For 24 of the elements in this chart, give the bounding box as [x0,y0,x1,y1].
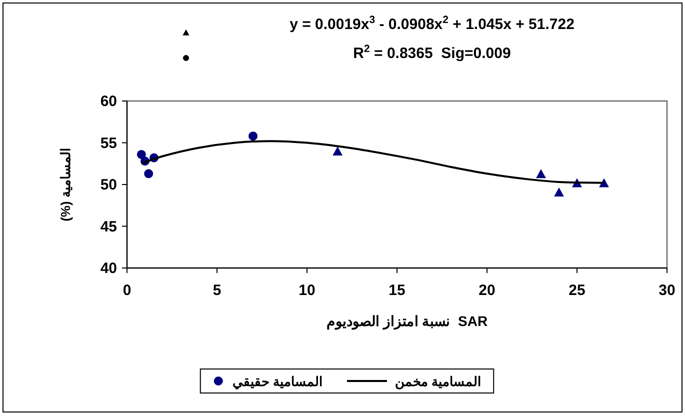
x-tick-label: 15 [388,282,406,299]
x-tick-label: 30 [658,282,676,299]
point [332,146,343,156]
y-axis-title: (%) المسامية [58,148,73,222]
x-tick-label: 10 [298,282,316,299]
y-tick-label: 60 [100,93,117,110]
point [144,169,154,178]
point [248,132,258,141]
y-tick-label: 45 [100,218,117,236]
point [136,150,146,159]
y-tick-label: 40 [100,260,117,277]
legend-label: المسامية مخمن [395,374,482,390]
x-tick-label: 20 [478,282,496,299]
legend-label: المسامية حقيقي [232,374,323,390]
x-tick-label: 0 [122,282,132,299]
point [536,169,546,178]
x-axis-title: نسبة امتزاز الصوديوم SAR [326,313,488,330]
x-tick-label: 25 [568,282,586,299]
y-tick-label: 50 [100,176,117,194]
point [554,187,564,196]
text: y = 0.0019x$^{3}$ - 0.0908x$^{2}$ + 1.045x + 51.722 [290,14,574,33]
x-tick-label: 5 [212,282,222,299]
text: R$^{2}$ = 0.8365 Sig=0.009 [353,43,511,62]
y-tick-label: 55 [100,134,117,152]
